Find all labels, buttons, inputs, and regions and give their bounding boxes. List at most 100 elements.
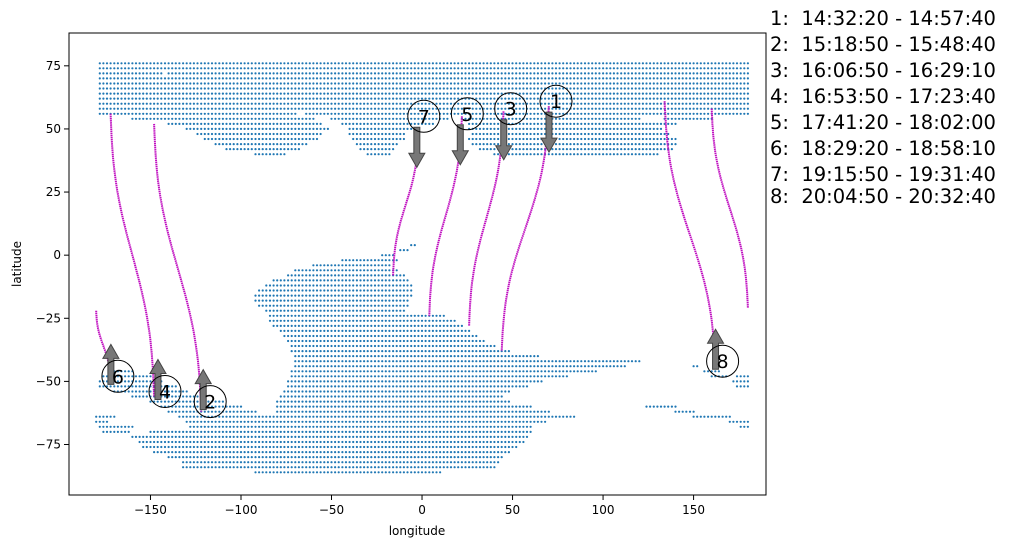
land-point xyxy=(276,289,279,292)
land-point xyxy=(268,112,272,115)
land-point xyxy=(120,67,123,70)
land-point xyxy=(355,314,358,317)
land-point xyxy=(377,122,380,125)
land-point xyxy=(591,72,594,75)
land-point xyxy=(569,360,572,363)
land-point xyxy=(439,62,442,65)
land-point xyxy=(667,77,670,80)
land-point xyxy=(287,127,290,130)
land-point xyxy=(707,87,710,90)
land-point xyxy=(612,77,616,80)
land-point xyxy=(373,360,377,363)
land-point xyxy=(413,72,416,75)
land-point xyxy=(290,339,293,343)
land-point xyxy=(363,405,366,408)
land-point xyxy=(319,329,322,332)
land-point xyxy=(218,107,221,110)
land-point xyxy=(366,102,369,105)
land-point xyxy=(326,92,329,95)
land-point xyxy=(261,87,264,90)
land-point xyxy=(497,370,500,373)
land-point xyxy=(420,97,424,100)
land-point xyxy=(355,375,358,378)
land-point xyxy=(667,405,670,408)
land-point xyxy=(334,117,337,120)
land-point xyxy=(554,87,558,90)
land-point xyxy=(145,375,148,378)
land-point xyxy=(399,299,402,302)
land-point xyxy=(185,92,188,95)
land-point xyxy=(377,279,380,282)
land-point xyxy=(449,415,453,418)
land-point xyxy=(493,420,496,423)
land-point xyxy=(468,62,471,65)
land-point xyxy=(145,385,148,388)
land-point xyxy=(428,375,431,378)
land-point xyxy=(540,77,543,80)
land-point xyxy=(500,97,503,100)
land-point xyxy=(656,97,659,100)
land-point xyxy=(413,365,416,368)
land-point xyxy=(131,82,134,85)
land-point xyxy=(656,122,659,125)
land-point xyxy=(315,299,319,302)
land-point xyxy=(515,137,518,141)
land-point xyxy=(319,370,322,373)
land-point xyxy=(638,97,641,100)
land-point xyxy=(554,82,558,85)
land-point xyxy=(337,274,340,277)
land-point xyxy=(475,339,478,343)
land-point xyxy=(616,122,619,125)
land-point xyxy=(305,269,308,272)
land-point xyxy=(478,405,482,408)
land-point xyxy=(449,102,453,105)
land-point xyxy=(518,370,521,373)
land-point xyxy=(475,107,478,110)
land-point xyxy=(348,319,351,322)
land-point xyxy=(294,269,297,272)
land-point xyxy=(236,77,239,80)
land-point xyxy=(120,375,123,378)
land-point xyxy=(192,420,195,423)
land-point xyxy=(482,77,485,80)
land-point xyxy=(174,92,177,95)
land-point xyxy=(659,97,663,100)
land-point xyxy=(308,97,311,100)
land-point xyxy=(229,405,232,408)
land-point xyxy=(449,72,453,75)
land-point xyxy=(315,314,319,317)
land-point xyxy=(373,395,377,398)
land-point xyxy=(627,132,630,136)
land-point xyxy=(703,92,706,95)
land-point xyxy=(457,395,460,398)
land-point xyxy=(254,112,257,115)
land-point xyxy=(410,405,413,408)
land-point xyxy=(167,82,170,85)
land-point xyxy=(384,112,387,115)
land-point xyxy=(475,400,478,403)
land-point xyxy=(392,329,395,332)
land-point xyxy=(728,107,731,110)
land-point xyxy=(377,370,380,373)
land-point xyxy=(145,77,148,80)
land-point xyxy=(381,294,384,297)
land-point xyxy=(200,97,203,100)
land-point xyxy=(536,143,540,146)
land-point xyxy=(388,254,391,257)
land-point xyxy=(305,122,308,125)
land-point xyxy=(189,405,192,408)
land-point xyxy=(616,360,619,363)
land-point xyxy=(308,77,311,80)
land-point xyxy=(457,390,460,393)
land-point xyxy=(319,62,322,65)
land-point xyxy=(670,107,674,110)
land-point xyxy=(649,97,652,100)
land-point xyxy=(522,375,525,378)
land-point xyxy=(388,284,391,287)
land-point xyxy=(515,132,518,136)
land-point xyxy=(254,62,257,65)
land-point xyxy=(399,97,402,100)
land-point xyxy=(355,309,358,312)
land-point xyxy=(435,420,438,423)
land-point xyxy=(185,127,188,130)
